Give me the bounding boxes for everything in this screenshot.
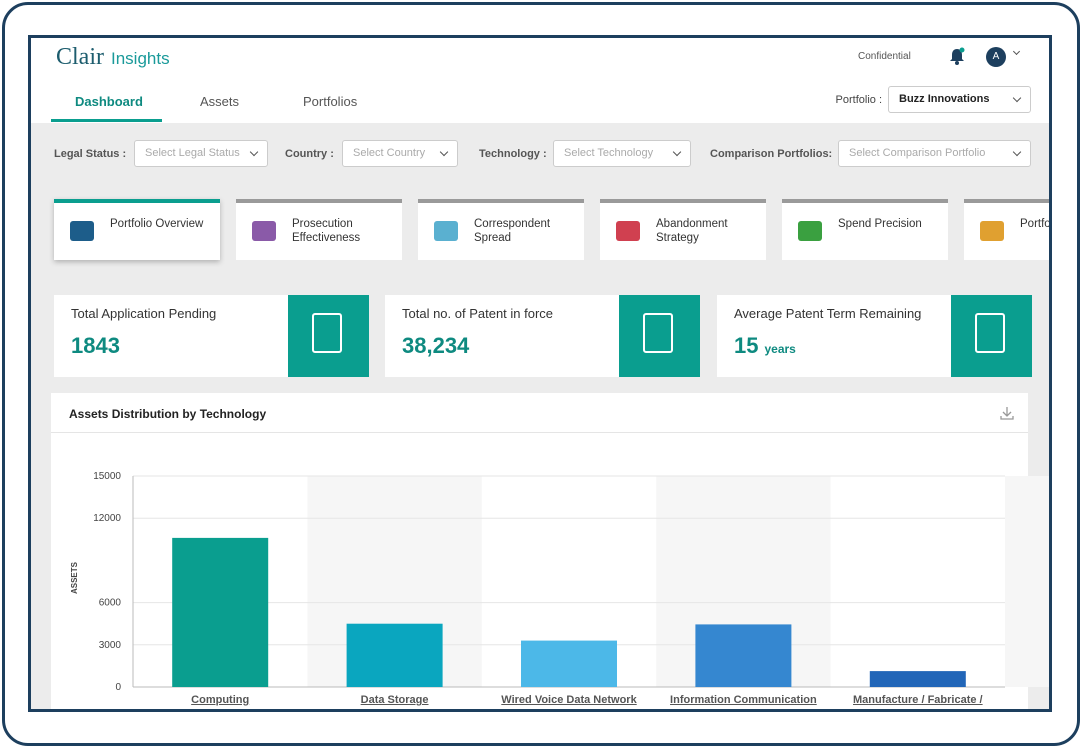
stat-icon-bg [288,295,369,377]
nav-card[interactable]: Portfolio Overview [54,199,220,260]
stat-number: 38,234 [402,333,469,358]
card-label: Correspondent Spread [474,217,574,245]
bar [521,641,617,687]
filter-label: Technology : [479,148,547,160]
stat-icon [975,313,1005,353]
stat-label: Total no. of Patent in force [402,306,553,321]
x-tick-label: Manufacture / Fabricate / Construction [833,693,1003,712]
y-tick-label: 3000 [99,640,122,651]
y-tick-label: 15000 [93,471,121,482]
card-label: Prosecution Effectiveness [292,217,392,245]
card-label: Portfolio Overview [110,217,210,231]
stat-value: 38,234 [402,333,469,359]
card-icon [70,221,94,241]
card-icon [616,221,640,241]
y-tick-label: 6000 [99,598,122,609]
card-icon [434,221,458,241]
stat-number: 1843 [71,333,120,358]
x-tick-label: Information Communication Devices [658,693,828,712]
stat-label: Average Patent Term Remaining [734,306,921,321]
filter-select[interactable]: Select Legal Status [134,140,268,167]
bar [695,624,791,687]
stat-number: 15 [734,333,758,358]
y-axis-label: ASSETS [70,561,79,594]
filter-label: Comparison Portfolios: [710,148,832,160]
card-icon [980,221,1004,241]
stat-icon-bg [951,295,1032,377]
filter-select[interactable]: Select Technology [553,140,691,167]
filter-select[interactable]: Select Country [342,140,458,167]
x-tick-label: Computing [135,693,305,707]
nav-card[interactable]: Prosecution Effectiveness [236,199,402,260]
y-tick-label: 12000 [93,513,121,524]
stat-value: 15 years [734,333,796,359]
stat-label: Total Application Pending [71,306,216,321]
nav-card[interactable]: Portfolio Strength [964,199,1052,260]
nav-card[interactable]: Abandonment Strategy [600,199,766,260]
y-tick-label: 0 [115,682,121,693]
x-tick-label: Wired Voice Data Network [484,693,654,707]
bar [172,538,268,687]
filter-label: Legal Status : [54,148,126,160]
filter-select[interactable]: Select Comparison Portfolio [838,140,1031,167]
card-label: Spend Precision [838,217,938,231]
stat-icon-bg [619,295,700,377]
stat-icon [312,313,342,353]
x-tick-label: Data Storage [310,693,480,707]
app: Clair Insights Confidential A Dashboard … [28,35,1052,712]
stat-card: Average Patent Term Remaining 15 years [717,295,1032,377]
stat-value: 1843 [71,333,120,359]
nav-card[interactable]: Spend Precision [782,199,948,260]
bar [347,624,443,687]
nav-card[interactable]: Correspondent Spread [418,199,584,260]
band-shade [1005,476,1052,687]
stat-icon [643,313,673,353]
stat-card: Total no. of Patent in force 38,234 [385,295,700,377]
bar [870,671,966,687]
filter-label: Country : [285,148,334,160]
card-label: Abandonment Strategy [656,217,756,245]
stat-card: Total Application Pending 1843 [54,295,369,377]
stat-unit: years [764,342,795,356]
card-icon [798,221,822,241]
card-icon [252,221,276,241]
card-label: Portfolio Strength [1020,217,1052,231]
